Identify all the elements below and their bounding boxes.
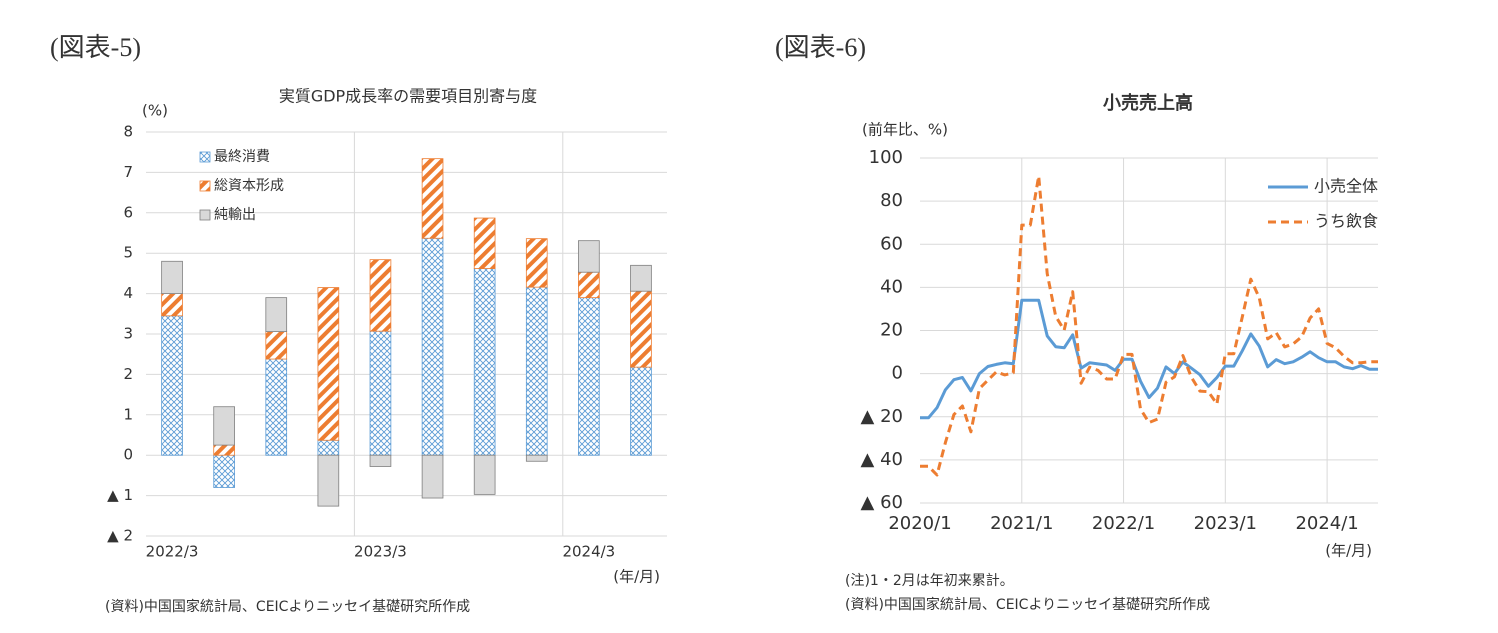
bar-segment: [421, 158, 444, 239]
x-tick-label: 2020/1: [888, 513, 951, 534]
y-tick-label: 3: [123, 325, 133, 343]
bar-segment: [265, 297, 288, 332]
y-tick-label: 20: [880, 320, 903, 341]
legend-label: 純輸出: [214, 207, 256, 223]
y-unit: (前年比、%): [862, 121, 948, 139]
bar-segment: [369, 330, 392, 456]
legend-swatch: [199, 151, 211, 163]
figure-label: (図表-6): [775, 33, 866, 62]
x-unit: (年/月): [613, 568, 660, 586]
bar-segment: [630, 366, 652, 456]
legend-label: 最終消費: [214, 149, 270, 165]
bar-segment: [525, 238, 548, 288]
bar-segment: [578, 271, 600, 299]
y-tick-label: ▲ 40: [861, 449, 903, 470]
y-tick-label: 4: [123, 284, 133, 302]
bar-segment: [630, 264, 652, 292]
x-tick-label: 2023/1: [1194, 513, 1257, 534]
bar-segment: [213, 406, 235, 446]
bar-segment: [161, 293, 183, 317]
y-tick-label: 100: [869, 147, 903, 168]
line-series: [920, 298, 1378, 420]
bar-segment: [525, 454, 548, 462]
figure-label: (図表-5): [50, 33, 141, 62]
line-series: [920, 174, 1378, 477]
bar-segment: [161, 315, 183, 456]
x-unit: (年/月): [1325, 542, 1372, 560]
legend-label: 総資本形成: [214, 178, 284, 194]
y-unit: (%): [142, 102, 168, 120]
y-tick-label: 0: [123, 446, 133, 464]
chart-title: 実質GDP成長率の需要項目別寄与度: [279, 87, 537, 106]
y-tick-label: 6: [123, 203, 133, 221]
bar-segment: [317, 439, 340, 456]
y-tick-label: 0: [892, 363, 903, 384]
bar-segment: [317, 454, 340, 507]
source: (資料)中国国家統計局、CEICよりニッセイ基礎研究所作成: [845, 596, 1210, 613]
x-tick-label: 2022/3: [146, 543, 199, 561]
y-tick-label: ▲ 1: [107, 486, 133, 504]
y-tick-label: 2: [123, 365, 133, 383]
y-tick-label: 5: [123, 244, 133, 262]
x-tick-label: 2023/3: [354, 543, 407, 561]
bar-segment: [473, 268, 496, 456]
legend-swatch: [199, 180, 211, 192]
bar-segment: [369, 454, 392, 467]
x-tick-label: 2022/1: [1092, 513, 1155, 534]
bar-segment: [578, 297, 600, 456]
bar-segment: [213, 454, 235, 488]
bar-segment: [265, 358, 288, 456]
y-tick-label: ▲ 60: [861, 492, 903, 513]
legend-label: うち飲食: [1314, 212, 1378, 231]
y-tick-label: 8: [123, 123, 133, 141]
y-tick-label: 40: [880, 276, 903, 297]
y-tick-label: ▲ 20: [861, 406, 903, 427]
legend-swatch: [199, 209, 211, 221]
bar-segment: [317, 287, 340, 441]
note: (注)1・2月は年初来累計。: [845, 572, 1014, 589]
bar-segment: [473, 454, 496, 495]
chart-title: 小売売上高: [1103, 92, 1193, 114]
x-tick-label: 2021/1: [990, 513, 1053, 534]
x-tick-label: 2024/1: [1295, 513, 1358, 534]
legend-label: 小売全体: [1314, 177, 1378, 196]
bar-segment: [630, 290, 652, 368]
y-tick-label: 7: [123, 163, 133, 181]
bar-segment: [369, 259, 392, 332]
bar-segment: [421, 454, 444, 499]
y-tick-label: ▲ 2: [107, 527, 133, 545]
x-tick-label: 2024/3: [562, 543, 615, 561]
bar-segment: [578, 240, 600, 273]
y-tick-label: 60: [880, 233, 903, 254]
bar-segment: [525, 286, 548, 456]
source: (資料)中国国家統計局、CEICよりニッセイ基礎研究所作成: [105, 598, 470, 615]
bar-segment: [473, 217, 496, 269]
bar-segment: [265, 331, 288, 360]
bar-segment: [161, 260, 183, 294]
bar-segment: [213, 444, 235, 456]
bar-segment: [421, 237, 444, 456]
y-tick-label: 80: [880, 190, 903, 211]
y-tick-label: 1: [123, 405, 133, 423]
